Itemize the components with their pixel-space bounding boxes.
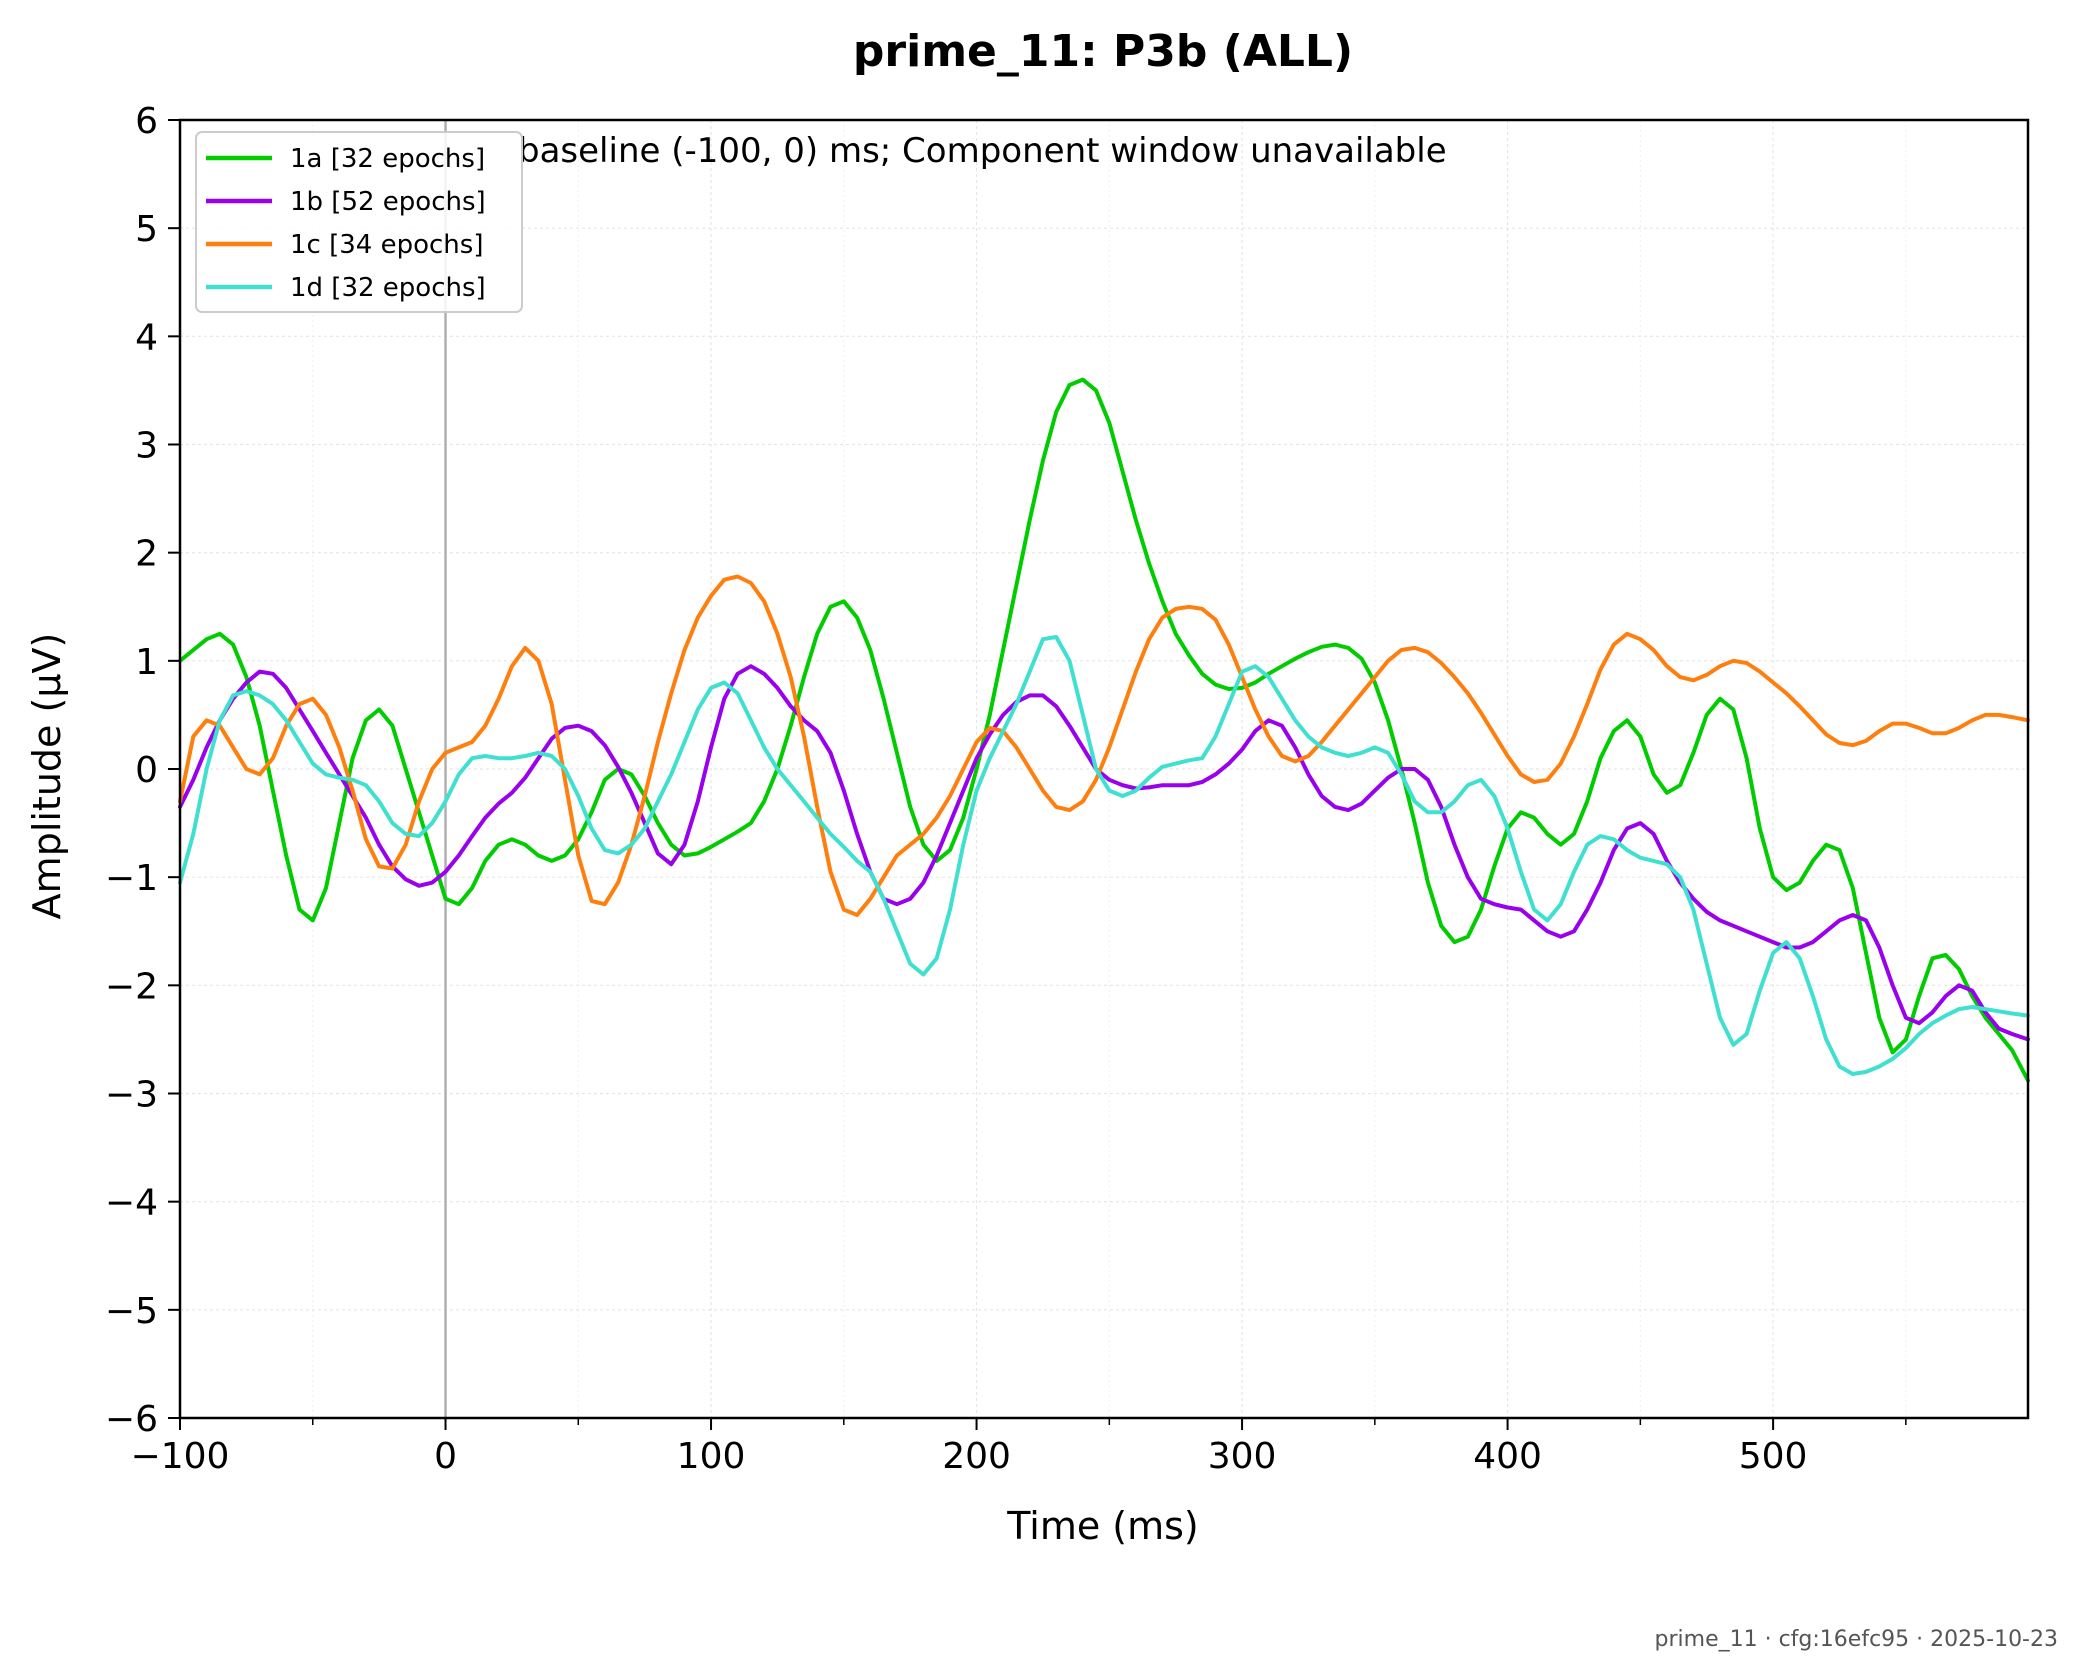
x-tick-label: 300 — [1208, 1436, 1277, 1477]
chart-title: prime_11: P3b (ALL) — [853, 26, 1353, 77]
y-axis-ticks: −6 −5 −4 −3 −2 −1 0 1 2 3 4 5 6 — [105, 101, 180, 1440]
y-tick-label: −4 — [105, 1183, 158, 1224]
series-line-4 — [178, 635, 2030, 1076]
x-tick-label: 100 — [677, 1436, 746, 1477]
y-tick-label: 5 — [135, 209, 158, 250]
y-tick-label: 0 — [135, 750, 158, 791]
y-tick-label: −3 — [105, 1075, 158, 1116]
x-tick-label: 500 — [1739, 1436, 1808, 1477]
legend-box — [195, 131, 523, 313]
legend-entry: 1a [32 epochs] — [290, 144, 485, 174]
series-line-1 — [178, 377, 2030, 1083]
legend-entry: 1d [32 epochs] — [290, 273, 486, 303]
series-line-3 — [178, 574, 2030, 917]
legend-entry: 1c [34 epochs] — [290, 230, 483, 260]
series-lines — [178, 377, 2030, 1083]
y-tick-label: 2 — [135, 534, 158, 575]
legend-entry: 1b [52 epochs] — [290, 187, 486, 217]
y-tick-label: 4 — [135, 317, 158, 358]
x-tick-label: 0 — [434, 1436, 457, 1477]
x-tick-label: 400 — [1473, 1436, 1542, 1477]
y-tick-label: 3 — [135, 426, 158, 467]
x-tick-label: 200 — [942, 1436, 1011, 1477]
x-axis-label: Time (ms) — [1006, 1504, 1199, 1548]
footer-metadata: prime_11 · cfg:16efc95 · 2025-10-23 — [1655, 1627, 2058, 1652]
y-axis-label: Amplitude (µV) — [25, 633, 69, 920]
y-tick-label: 1 — [135, 642, 158, 683]
x-tick-label: −100 — [131, 1436, 230, 1477]
series-line-2 — [178, 664, 2030, 1042]
y-tick-label: 6 — [135, 101, 158, 142]
x-axis-ticks: −100 0 100 200 300 400 500 — [131, 1418, 1907, 1477]
y-tick-label: −2 — [105, 966, 158, 1007]
y-tick-label: −5 — [105, 1291, 158, 1332]
y-tick-label: −6 — [105, 1399, 158, 1440]
legend: 1a [32 epochs] 1b [52 epochs] 1c [34 epoch… — [195, 131, 523, 313]
y-tick-label: −1 — [105, 858, 158, 899]
baseline-annotation: baseline (-100, 0) ms; Component window … — [518, 131, 1447, 171]
